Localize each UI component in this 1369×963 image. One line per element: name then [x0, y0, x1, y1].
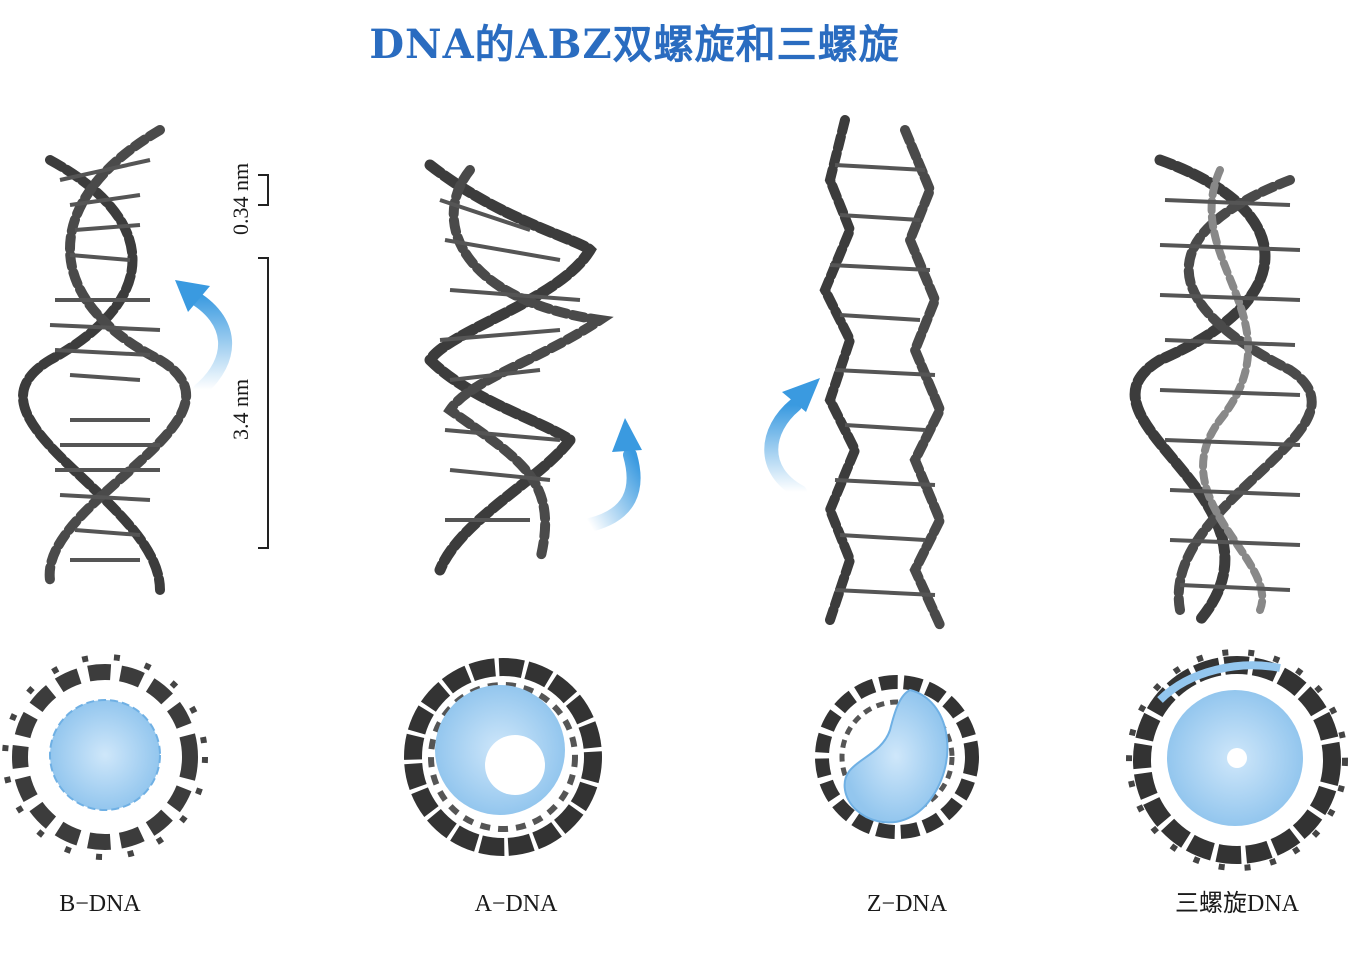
- scale-major-label: 3.4 nm: [228, 379, 253, 440]
- label-z-dna: Z−DNA: [867, 891, 948, 917]
- z-dna-helix: [819, 115, 946, 630]
- z-dna-arrow-head: [782, 378, 820, 412]
- label-triple-dna: 三螺旋DNA: [1175, 890, 1300, 917]
- b-dna-arrow-head: [175, 280, 210, 312]
- z-dna-rotation-arrow: [764, 398, 807, 499]
- scale-minor-label: 0.34 nm: [228, 163, 253, 235]
- triple-dna-end-view: [1126, 649, 1348, 871]
- a-dna-helix: [422, 159, 614, 576]
- b-dna-end-view: [2, 654, 208, 860]
- triple-dna-helix: [1129, 154, 1317, 626]
- label-b-dna: B−DNA: [59, 891, 141, 917]
- z-dna-end-view: [815, 675, 979, 839]
- a-dna-rotation-arrow: [583, 448, 641, 532]
- b-dna-helix: [18, 125, 192, 595]
- a-dna-arrow-head: [612, 418, 642, 452]
- b-dna-rotation-arrow: [183, 288, 232, 397]
- label-a-dna: A−DNA: [475, 891, 559, 917]
- a-dna-end-view: [404, 658, 602, 856]
- figure-title: DNA的ABZ双螺旋和三螺旋: [369, 21, 900, 68]
- scale-bars: [258, 174, 269, 549]
